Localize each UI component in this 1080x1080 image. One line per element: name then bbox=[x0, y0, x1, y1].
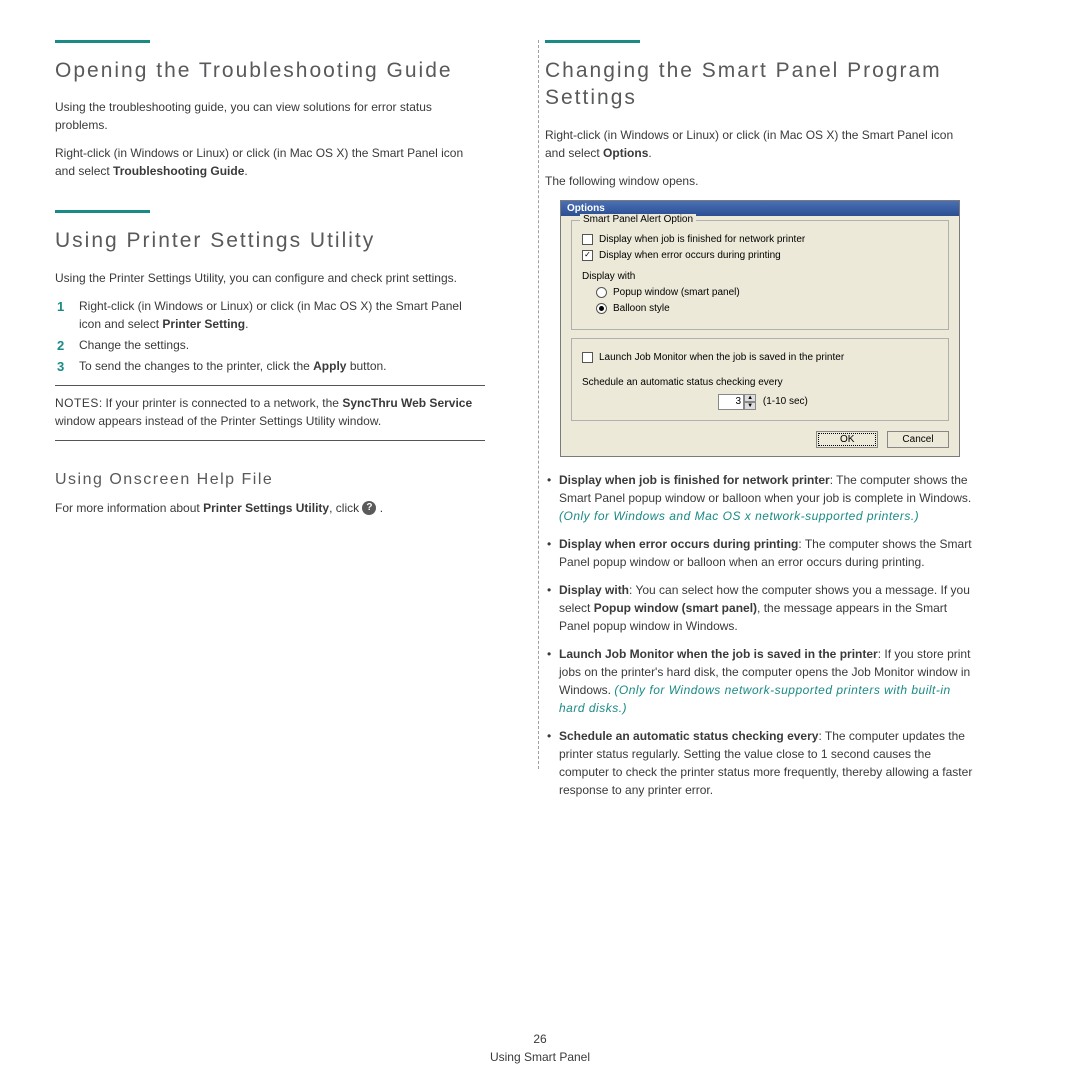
list-item: Schedule an automatic status checking ev… bbox=[545, 727, 975, 799]
para: Using the troubleshooting guide, you can… bbox=[55, 98, 485, 134]
text-bold: Printer Settings Utility bbox=[203, 501, 329, 515]
interval-input[interactable] bbox=[718, 394, 744, 410]
checkbox-icon[interactable] bbox=[582, 250, 593, 261]
notes-block: NOTES: If your printer is connected to a… bbox=[55, 394, 485, 430]
section-rule bbox=[55, 210, 150, 213]
section-change-settings: Changing the Smart Panel Program Setting… bbox=[545, 40, 975, 799]
text-bold: SyncThru Web Service bbox=[342, 396, 472, 410]
text-bold: Troubleshooting Guide bbox=[113, 164, 244, 178]
spinner-buttons[interactable]: ▲▼ bbox=[744, 394, 756, 410]
section-printer-settings: Using Printer Settings Utility Using the… bbox=[55, 210, 485, 440]
text: window appears instead of the Printer Se… bbox=[55, 414, 381, 428]
checkbox-row[interactable]: Display when error occurs during printin… bbox=[582, 250, 938, 261]
text: button. bbox=[346, 359, 386, 373]
para: For more information about Printer Setti… bbox=[55, 499, 485, 517]
text: Right-click (in Windows or Linux) or cli… bbox=[79, 299, 462, 331]
spin-up-icon[interactable]: ▲ bbox=[744, 394, 756, 402]
text: , click bbox=[329, 501, 362, 515]
fieldset-legend: Smart Panel Alert Option bbox=[580, 214, 696, 225]
italic-note: (Only for Windows and Mac OS x network-s… bbox=[559, 509, 919, 523]
text: To send the changes to the printer, clic… bbox=[79, 359, 313, 373]
dialog-footer: OK Cancel bbox=[571, 429, 949, 448]
footer-section: Using Smart Panel bbox=[0, 1048, 1080, 1066]
text: : If your printer is connected to a netw… bbox=[99, 396, 342, 410]
interval-spinner[interactable]: ▲▼ bbox=[718, 394, 756, 410]
fieldset-schedule: Launch Job Monitor when the job is saved… bbox=[571, 338, 949, 421]
checkbox-row[interactable]: Launch Job Monitor when the job is saved… bbox=[582, 352, 938, 363]
cancel-button[interactable]: Cancel bbox=[887, 431, 949, 448]
bullet-term: Display when job is finished for network… bbox=[559, 473, 830, 487]
text-bold: Apply bbox=[313, 359, 346, 373]
section-troubleshooting: Opening the Troubleshooting Guide Using … bbox=[55, 40, 485, 180]
radio-row[interactable]: Balloon style bbox=[596, 303, 938, 314]
bullet-term: Display when error occurs during printin… bbox=[559, 537, 798, 551]
rule bbox=[55, 440, 485, 441]
bullet-term: Schedule an automatic status checking ev… bbox=[559, 729, 818, 743]
schedule-label: Schedule an automatic status checking ev… bbox=[582, 377, 938, 388]
checkbox-label: Display when error occurs during printin… bbox=[599, 250, 781, 261]
radio-row[interactable]: Popup window (smart panel) bbox=[596, 287, 938, 298]
steps-list: Right-click (in Windows or Linux) or cli… bbox=[55, 297, 485, 375]
step-3: To send the changes to the printer, clic… bbox=[55, 357, 485, 375]
checkbox-row[interactable]: Display when job is finished for network… bbox=[582, 234, 938, 245]
text: . bbox=[648, 146, 651, 160]
radio-label: Balloon style bbox=[613, 303, 670, 314]
para: Using the Printer Settings Utility, you … bbox=[55, 269, 485, 287]
list-item: Launch Job Monitor when the job is saved… bbox=[545, 645, 975, 717]
bullet-term: Display with bbox=[559, 583, 629, 597]
section-onscreen-help: Using Onscreen Help File For more inform… bbox=[55, 471, 485, 517]
spin-down-icon[interactable]: ▼ bbox=[744, 402, 756, 410]
help-icon[interactable]: ? bbox=[362, 501, 376, 515]
heading-change-settings: Changing the Smart Panel Program Setting… bbox=[545, 57, 975, 112]
page-footer: 26 Using Smart Panel bbox=[0, 1030, 1080, 1066]
italic-note: (Only for Windows network-supported prin… bbox=[559, 683, 951, 715]
section-rule bbox=[55, 40, 150, 43]
section-rule bbox=[545, 40, 640, 43]
checkbox-icon[interactable] bbox=[582, 234, 593, 245]
heading-open-guide: Opening the Troubleshooting Guide bbox=[55, 57, 485, 84]
para: Right-click (in Windows or Linux) or cli… bbox=[545, 126, 975, 162]
text-bold: Printer Setting bbox=[162, 317, 245, 331]
options-dialog: Options Smart Panel Alert Option Display… bbox=[560, 200, 960, 457]
text-bold: Popup window (smart panel) bbox=[594, 601, 757, 615]
ok-button[interactable]: OK bbox=[816, 431, 878, 448]
options-bullets: Display when job is finished for network… bbox=[545, 471, 975, 799]
checkbox-label: Display when job is finished for network… bbox=[599, 234, 805, 245]
list-item: Display when error occurs during printin… bbox=[545, 535, 975, 571]
checkbox-label: Launch Job Monitor when the job is saved… bbox=[599, 352, 844, 363]
text: For more information about bbox=[55, 501, 203, 515]
rule bbox=[55, 385, 485, 386]
checkbox-icon[interactable] bbox=[582, 352, 593, 363]
step-1: Right-click (in Windows or Linux) or cli… bbox=[55, 297, 485, 333]
fieldset-alert-option: Smart Panel Alert Option Display when jo… bbox=[571, 220, 949, 330]
radio-icon[interactable] bbox=[596, 303, 607, 314]
dialog-body: Smart Panel Alert Option Display when jo… bbox=[561, 216, 959, 456]
page-number: 26 bbox=[0, 1030, 1080, 1048]
radio-label: Popup window (smart panel) bbox=[613, 287, 740, 298]
radio-icon[interactable] bbox=[596, 287, 607, 298]
text: . bbox=[376, 501, 383, 515]
text-bold: Options bbox=[603, 146, 648, 160]
text: . bbox=[244, 164, 247, 178]
para: Right-click (in Windows or Linux) or cli… bbox=[55, 144, 485, 180]
heading-onscreen-help: Using Onscreen Help File bbox=[55, 471, 485, 489]
list-item: Display when job is finished for network… bbox=[545, 471, 975, 525]
list-item: Display with: You can select how the com… bbox=[545, 581, 975, 635]
step-2: Change the settings. bbox=[55, 336, 485, 354]
spin-unit: (1-10 sec) bbox=[763, 396, 808, 407]
text: . bbox=[245, 317, 248, 331]
bullet-term: Launch Job Monitor when the job is saved… bbox=[559, 647, 878, 661]
spin-row: ▲▼ (1-10 sec) bbox=[582, 394, 938, 410]
heading-printer-settings: Using Printer Settings Utility bbox=[55, 227, 485, 254]
display-with-label: Display with bbox=[582, 271, 938, 282]
notes-label: NOTES bbox=[55, 396, 99, 410]
para: The following window opens. bbox=[545, 172, 975, 190]
column-divider bbox=[538, 40, 539, 769]
